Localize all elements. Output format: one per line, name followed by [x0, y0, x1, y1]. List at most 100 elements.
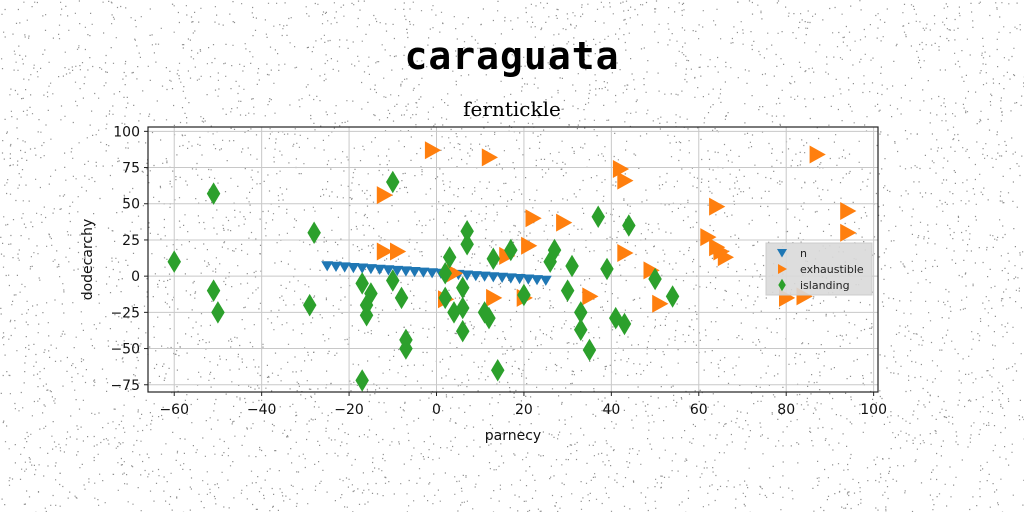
point-exhaustible	[652, 294, 669, 313]
point-islanding	[491, 359, 505, 382]
point-islanding	[504, 238, 518, 262]
point-islanding	[355, 272, 369, 295]
point-n	[347, 263, 360, 274]
y-tick-label: −75	[110, 378, 140, 394]
point-islanding	[355, 369, 369, 392]
x-tick-label: 100	[860, 402, 887, 418]
point-exhaustible	[486, 288, 503, 307]
point-exhaustible	[709, 197, 726, 216]
x-tick-label: −20	[334, 402, 364, 418]
legend-label: exhaustible	[800, 263, 864, 276]
y-tick-label: 25	[122, 233, 140, 249]
point-islanding	[582, 338, 597, 362]
point-exhaustible	[376, 242, 393, 261]
point-islanding	[399, 337, 413, 360]
point-n	[513, 274, 526, 285]
y-tick-label: 75	[122, 161, 140, 177]
point-exhaustible	[424, 141, 442, 160]
y-tick-label: 50	[122, 197, 140, 213]
point-exhaustible	[521, 236, 538, 255]
y-tick-label: −25	[110, 305, 140, 321]
legend-marker-exhaustible	[778, 264, 787, 274]
point-islanding	[565, 254, 579, 278]
point-islanding	[394, 286, 409, 310]
point-islanding	[460, 233, 474, 256]
point-exhaustible	[582, 287, 599, 306]
point-exhaustible	[499, 246, 516, 265]
point-n	[373, 264, 386, 275]
point-n	[426, 268, 439, 279]
point-n	[539, 275, 552, 286]
point-islanding	[622, 214, 636, 237]
data-marks	[167, 141, 857, 392]
point-islanding	[460, 220, 474, 243]
point-islanding	[648, 267, 662, 291]
point-islanding	[547, 238, 562, 262]
point-n	[330, 261, 342, 272]
point-n	[321, 261, 334, 272]
point-islanding	[307, 221, 321, 244]
point-islanding	[609, 306, 623, 330]
legend-label: n	[800, 247, 807, 260]
x-axis-label: parnecy	[485, 428, 541, 444]
point-islanding	[438, 286, 452, 310]
point-exhaustible	[840, 202, 857, 220]
point-islanding	[386, 269, 400, 292]
point-n	[461, 270, 474, 281]
x-tick-label: 60	[690, 402, 708, 418]
y-axis-label: dodecarchy	[80, 219, 96, 301]
point-n	[487, 272, 500, 283]
x-tick-label: 40	[602, 402, 620, 418]
point-islanding	[206, 279, 221, 302]
point-exhaustible	[643, 261, 660, 280]
point-n	[469, 271, 482, 282]
legend-marker-islanding	[778, 278, 786, 292]
point-exhaustible	[717, 248, 734, 267]
x-tick-label: 80	[777, 402, 795, 418]
point-islanding	[206, 182, 221, 205]
point-n	[364, 264, 377, 275]
point-n	[382, 265, 395, 276]
point-n	[478, 271, 491, 282]
point-islanding	[456, 296, 470, 320]
x-tick-label: −60	[159, 402, 189, 418]
chart-title: caraguata	[404, 34, 620, 78]
point-islanding	[442, 246, 457, 269]
point-exhaustible	[809, 145, 826, 164]
point-islanding	[665, 285, 680, 308]
point-n	[408, 267, 421, 278]
point-islanding	[438, 262, 452, 285]
point-islanding	[167, 250, 181, 273]
y-tick-label: −50	[110, 342, 140, 358]
point-islanding	[364, 282, 378, 305]
point-islanding	[600, 257, 614, 281]
plot-frame	[147, 126, 879, 393]
point-exhaustible	[481, 148, 498, 167]
point-exhaustible	[376, 186, 393, 205]
point-islanding	[574, 301, 588, 324]
point-n	[399, 266, 412, 277]
point-islanding	[560, 279, 575, 302]
point-exhaustible	[617, 171, 634, 190]
point-exhaustible	[617, 244, 634, 262]
point-n	[522, 274, 535, 285]
point-islanding	[211, 301, 225, 324]
point-exhaustible	[700, 228, 717, 247]
point-n	[391, 265, 404, 277]
point-islanding	[617, 312, 632, 336]
point-exhaustible	[390, 242, 407, 261]
point-n	[417, 267, 430, 278]
point-n	[531, 275, 543, 286]
point-islanding	[386, 170, 400, 194]
point-exhaustible	[525, 209, 542, 228]
point-islanding	[456, 319, 470, 343]
point-exhaustible	[612, 160, 630, 178]
point-islanding	[574, 318, 588, 341]
legend-label: islanding	[800, 279, 850, 292]
point-islanding	[456, 276, 470, 299]
point-exhaustible	[556, 213, 573, 232]
point-n	[338, 262, 351, 273]
tick-labels: −60 −40 −20 0 20 40 60 80 100 100 75 50 25 0 −25 −50 −75	[110, 124, 887, 418]
point-n	[356, 263, 369, 274]
